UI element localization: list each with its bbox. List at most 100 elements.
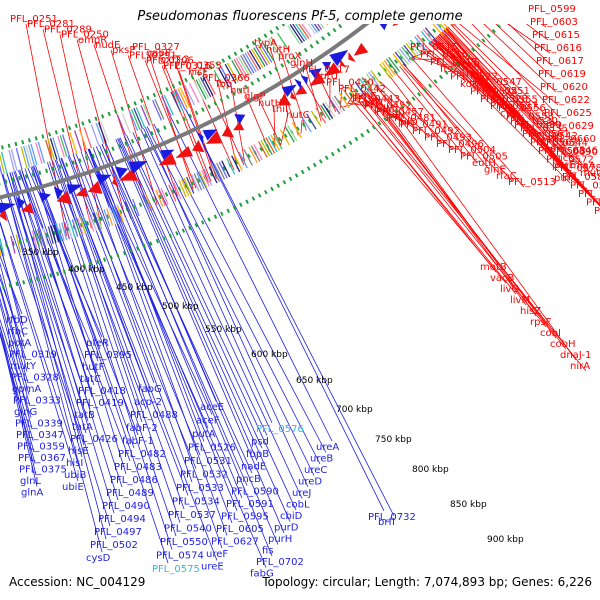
gene-label: cysC [500, 109, 524, 120]
gene-label: putA [192, 429, 216, 440]
gene-label: PFL_0595 [221, 512, 269, 523]
gene-label: PFL_0555 [490, 94, 538, 105]
gene-label: aceF [196, 416, 220, 427]
leader-line [408, 51, 427, 60]
gene-label: PFL_0486 [110, 475, 158, 486]
gene-label: PFL_0620 [540, 82, 588, 93]
leader-line [58, 158, 189, 496]
leader-line [0, 333, 36, 464]
leader-line [525, 24, 549, 41]
leader-line [153, 123, 327, 453]
leader-line [353, 99, 369, 105]
gene-label: PFL_0585 [562, 172, 600, 183]
gene-label: PFL_0587 [570, 180, 600, 191]
leader-line [369, 88, 393, 118]
gene-label: PFL_0452 [364, 100, 412, 111]
gene-label: PFL_0547 [474, 77, 522, 88]
leader-line [21, 169, 131, 462]
gene-label: rplI [466, 69, 482, 80]
kbp-label: 850 kbp [450, 500, 487, 510]
gene-label: cobH [550, 339, 575, 350]
gene-label: PFL_0535 [520, 123, 568, 134]
gene-label: hutH [258, 98, 282, 109]
leader-line [185, 109, 385, 512]
gene-label: PFL_0574 [156, 551, 204, 562]
gene-label: miaA [570, 160, 596, 171]
leader-line [126, 134, 268, 436]
leader-line [58, 158, 185, 510]
gene-label: hutF [82, 362, 105, 373]
gene-label: PFL_0497 [94, 527, 142, 538]
page-title: Pseudomonas fluorescens Pf-5, complete g… [137, 9, 463, 24]
gene-label: PFL_0690 [550, 147, 598, 158]
leader-line [360, 94, 547, 328]
leader-line [495, 24, 555, 80]
leader-line [432, 39, 487, 97]
leader-line [447, 26, 577, 164]
gene-label: PFL_0556 [498, 103, 546, 114]
gene-label: PFL_0532 [180, 470, 228, 481]
gene-label: PFL_0619 [538, 69, 586, 80]
gene-label: PFL_0531 [184, 456, 232, 467]
gene-label: PFL_0339 [15, 419, 63, 430]
gene-label: typA [254, 38, 277, 49]
gene-label: pilN [386, 111, 405, 122]
gene-label: psd [251, 437, 269, 448]
leader-line [80, 151, 223, 549]
leader-line [146, 126, 321, 465]
gene-label: PFL_0528 [480, 94, 528, 105]
leader-line [0, 277, 26, 349]
leader-line [0, 324, 34, 441]
gene-label: PFL_0347 [16, 430, 64, 441]
leader-line [0, 297, 31, 407]
leader-line [0, 285, 29, 384]
gene-label: PFL_0527 [490, 101, 538, 112]
leader-line [99, 145, 248, 486]
gene-label: kdtA [460, 79, 483, 90]
leader-line [175, 64, 216, 180]
gene-label: PFL_0563 [538, 146, 586, 157]
gene-label: tatB [74, 410, 95, 421]
leader-line [428, 42, 571, 184]
leader-line [403, 63, 489, 169]
kbp-label: 800 kbp [412, 465, 449, 475]
leader-line [379, 81, 453, 150]
gene-label: hutH [266, 45, 290, 56]
gene-label: PFL_0537 [168, 510, 216, 521]
forward-gene-labels: PFL_0251PFL_0281PFL_0289PFL_0250ompRnudE… [10, 4, 600, 372]
cog-track-outer [0, 24, 457, 257]
leader-line [72, 154, 193, 483]
gene-label: ubiE [62, 482, 84, 493]
leader-line [14, 170, 119, 501]
gene-label: pncB [236, 474, 261, 485]
leader-line [110, 49, 158, 205]
gene-label: PFL_0589 [586, 198, 600, 209]
gene-label: PFL_0526 [188, 443, 236, 454]
gene-label: PFL_0483 [114, 462, 162, 473]
gene-label: PFL_0517 [430, 57, 478, 68]
leader-line [127, 55, 178, 197]
leader-line [119, 137, 263, 449]
gene-label: PFL_0660 [548, 134, 596, 145]
leader-line [95, 146, 243, 499]
gene-label: PFL_0515 [410, 42, 458, 53]
kbp-label: 600 kbp [251, 350, 288, 360]
leader-line [0, 302, 33, 430]
gene-label: motB [480, 262, 507, 273]
gene-label: ureB [310, 454, 333, 465]
leader-line [161, 65, 209, 183]
gene-label: PFL_0426 [70, 434, 118, 445]
leader-line [170, 116, 333, 442]
leader-line [0, 261, 28, 372]
gene-label: PFL_0546 [550, 146, 598, 157]
gene-label: ompR [78, 35, 107, 46]
leader-line [132, 132, 303, 499]
leader-line [459, 24, 559, 106]
gene-label: PFL_0496 [436, 139, 484, 150]
gene-label: PFL_0333 [13, 396, 61, 407]
leader-line [93, 44, 149, 209]
leader-line [508, 24, 553, 67]
leader-line [450, 24, 565, 145]
gene-label: hisI [66, 458, 83, 469]
